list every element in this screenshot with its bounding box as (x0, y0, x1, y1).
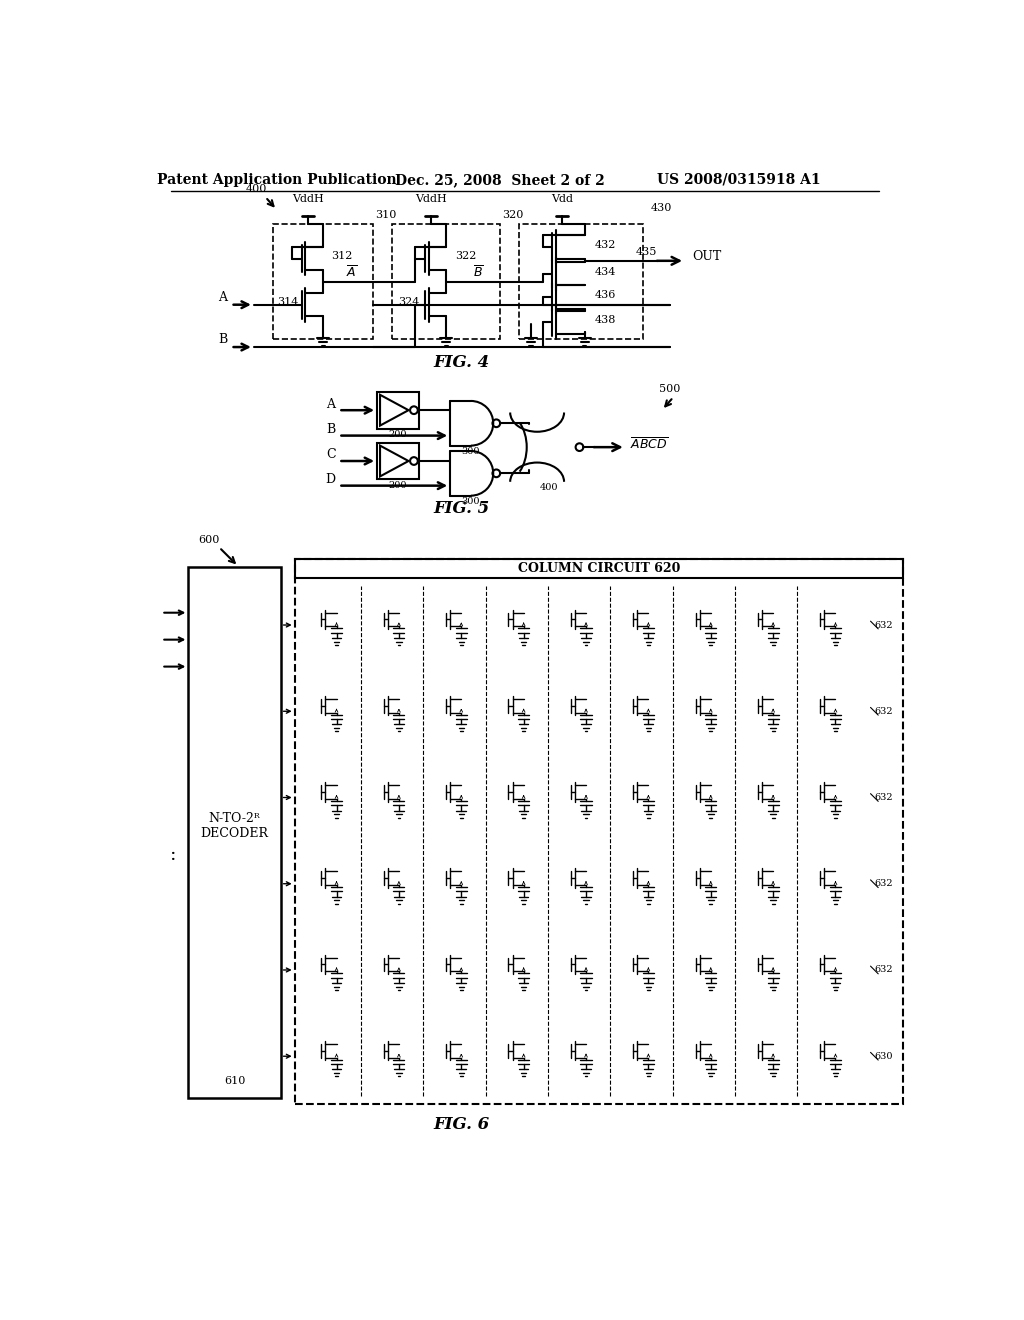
Text: D: D (326, 473, 336, 486)
Bar (377, 392, 419, 429)
Text: 314: 314 (276, 297, 298, 308)
Bar (295, 558, 903, 1104)
Text: $\overline{B}$: $\overline{B}$ (473, 264, 484, 280)
Text: 200: 200 (388, 482, 407, 490)
Text: 435: 435 (636, 247, 657, 256)
Text: A: A (218, 290, 227, 304)
Bar (188, 566, 281, 1098)
Text: 432: 432 (595, 240, 616, 249)
Text: US 2008/0315918 A1: US 2008/0315918 A1 (657, 173, 820, 187)
Text: 320: 320 (502, 210, 523, 219)
Text: 400: 400 (246, 185, 267, 194)
Bar (392, 224, 500, 339)
Text: 324: 324 (398, 297, 420, 308)
Text: DECODER: DECODER (201, 828, 268, 841)
Text: 632: 632 (874, 793, 893, 803)
Text: Vdd: Vdd (551, 194, 572, 205)
Text: 632: 632 (874, 706, 893, 715)
Text: N-TO-2ᴿ: N-TO-2ᴿ (209, 812, 260, 825)
Text: 322: 322 (456, 251, 477, 261)
Text: 500: 500 (658, 384, 680, 395)
Text: FIG. 5: FIG. 5 (433, 500, 489, 517)
Text: OUT: OUT (692, 251, 722, 264)
Text: A: A (327, 397, 335, 411)
Text: FIG. 4: FIG. 4 (433, 354, 489, 371)
Text: :: : (170, 846, 176, 865)
Text: 300: 300 (462, 498, 480, 507)
Text: 430: 430 (651, 203, 673, 214)
Bar (377, 442, 419, 479)
Text: B: B (326, 422, 336, 436)
Text: Patent Application Publication: Patent Application Publication (157, 173, 396, 187)
Text: 438: 438 (595, 315, 616, 325)
Bar (295, 558, 903, 578)
Text: $\overline{A}\overline{B}\overline{C}\overline{D}$: $\overline{A}\overline{B}\overline{C}\ov… (630, 437, 668, 453)
Text: B: B (218, 333, 227, 346)
Text: 632: 632 (874, 879, 893, 888)
Bar (273, 224, 373, 339)
Text: 436: 436 (595, 289, 616, 300)
Text: 632: 632 (874, 965, 893, 974)
Text: 434: 434 (595, 267, 616, 277)
Text: 600: 600 (199, 535, 220, 545)
Text: 312: 312 (331, 251, 352, 261)
Text: 310: 310 (375, 210, 396, 219)
Text: 200: 200 (388, 430, 407, 440)
Text: $\overline{A}$: $\overline{A}$ (346, 264, 357, 280)
Text: 632: 632 (874, 620, 893, 630)
Text: 610: 610 (224, 1076, 245, 1086)
Bar (519, 224, 643, 339)
Text: VddH: VddH (415, 194, 446, 205)
Text: COLUMN CIRCUIT 620: COLUMN CIRCUIT 620 (517, 561, 680, 574)
Text: 300: 300 (462, 447, 480, 457)
Text: C: C (326, 449, 336, 462)
Text: FIG. 6: FIG. 6 (433, 1117, 489, 1134)
Text: 630: 630 (874, 1052, 893, 1061)
Text: Dec. 25, 2008  Sheet 2 of 2: Dec. 25, 2008 Sheet 2 of 2 (395, 173, 605, 187)
Text: VddH: VddH (292, 194, 324, 205)
Text: 400: 400 (540, 483, 558, 492)
